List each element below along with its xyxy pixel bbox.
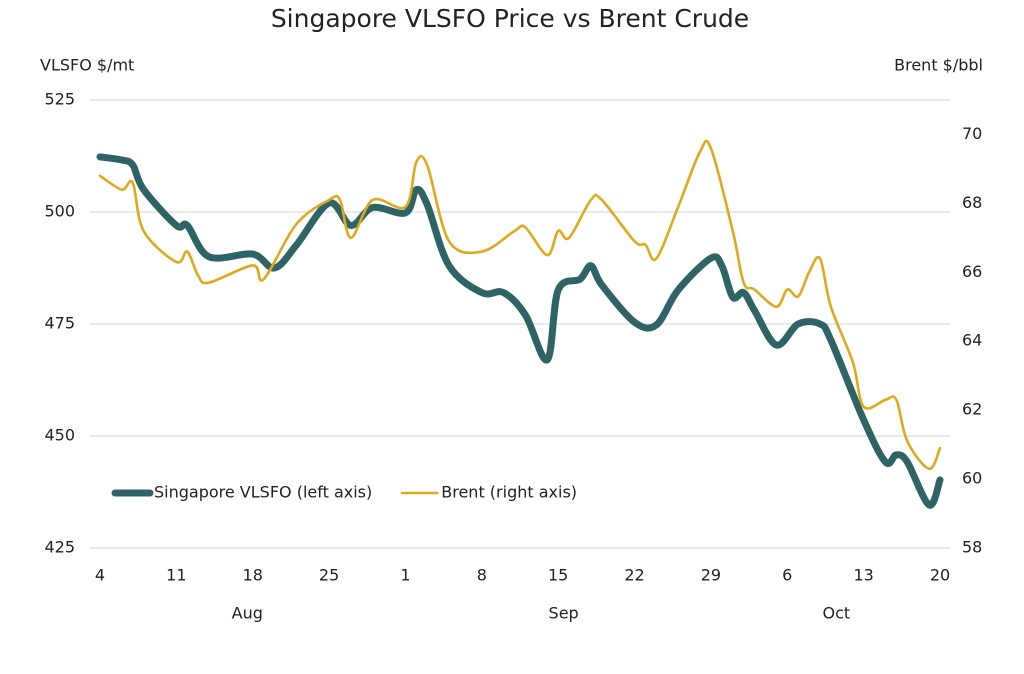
month-label: Oct	[823, 604, 851, 623]
legend-label: Brent (right axis)	[441, 483, 577, 502]
y-tick-label: 450	[44, 426, 75, 445]
x-tick-label: 15	[548, 566, 568, 585]
line-series	[96, 153, 944, 509]
y-tick-label: 525	[44, 90, 75, 109]
x-tick-label: 8	[477, 566, 487, 585]
month-label: Sep	[549, 604, 579, 623]
y-tick-label: 475	[44, 314, 75, 333]
x-tick-label: 29	[701, 566, 721, 585]
y2-tick-label: 62	[962, 400, 982, 419]
x-tick-label: 18	[243, 566, 263, 585]
x-tick-label: 6	[782, 566, 792, 585]
month-label: Aug	[232, 604, 263, 623]
y-tick-label: 425	[44, 538, 75, 557]
x-tick-label: 1	[400, 566, 410, 585]
x-tick-label: 22	[624, 566, 644, 585]
y2-tick-label: 60	[962, 469, 982, 488]
line-series	[98, 139, 942, 471]
legend-label: Singapore VLSFO (left axis)	[154, 483, 372, 502]
x-tick-label: 4	[95, 566, 105, 585]
y2-tick-label: 70	[962, 124, 982, 143]
y-axis-label: VLSFO $/mt	[40, 56, 134, 75]
y2-axis-label: Brent $/bbl	[894, 56, 983, 75]
y2-tick-label: 66	[962, 262, 982, 281]
x-tick-label: 11	[166, 566, 186, 585]
y2-tick-label: 58	[962, 538, 982, 557]
chart-title: Singapore VLSFO Price vs Brent Crude	[271, 4, 749, 33]
y-tick-label: 500	[44, 202, 75, 221]
x-tick-label: 20	[930, 566, 950, 585]
x-tick-label: 13	[853, 566, 873, 585]
y2-tick-label: 64	[962, 331, 982, 350]
x-tick-label: 25	[319, 566, 339, 585]
y2-tick-label: 68	[962, 193, 982, 212]
